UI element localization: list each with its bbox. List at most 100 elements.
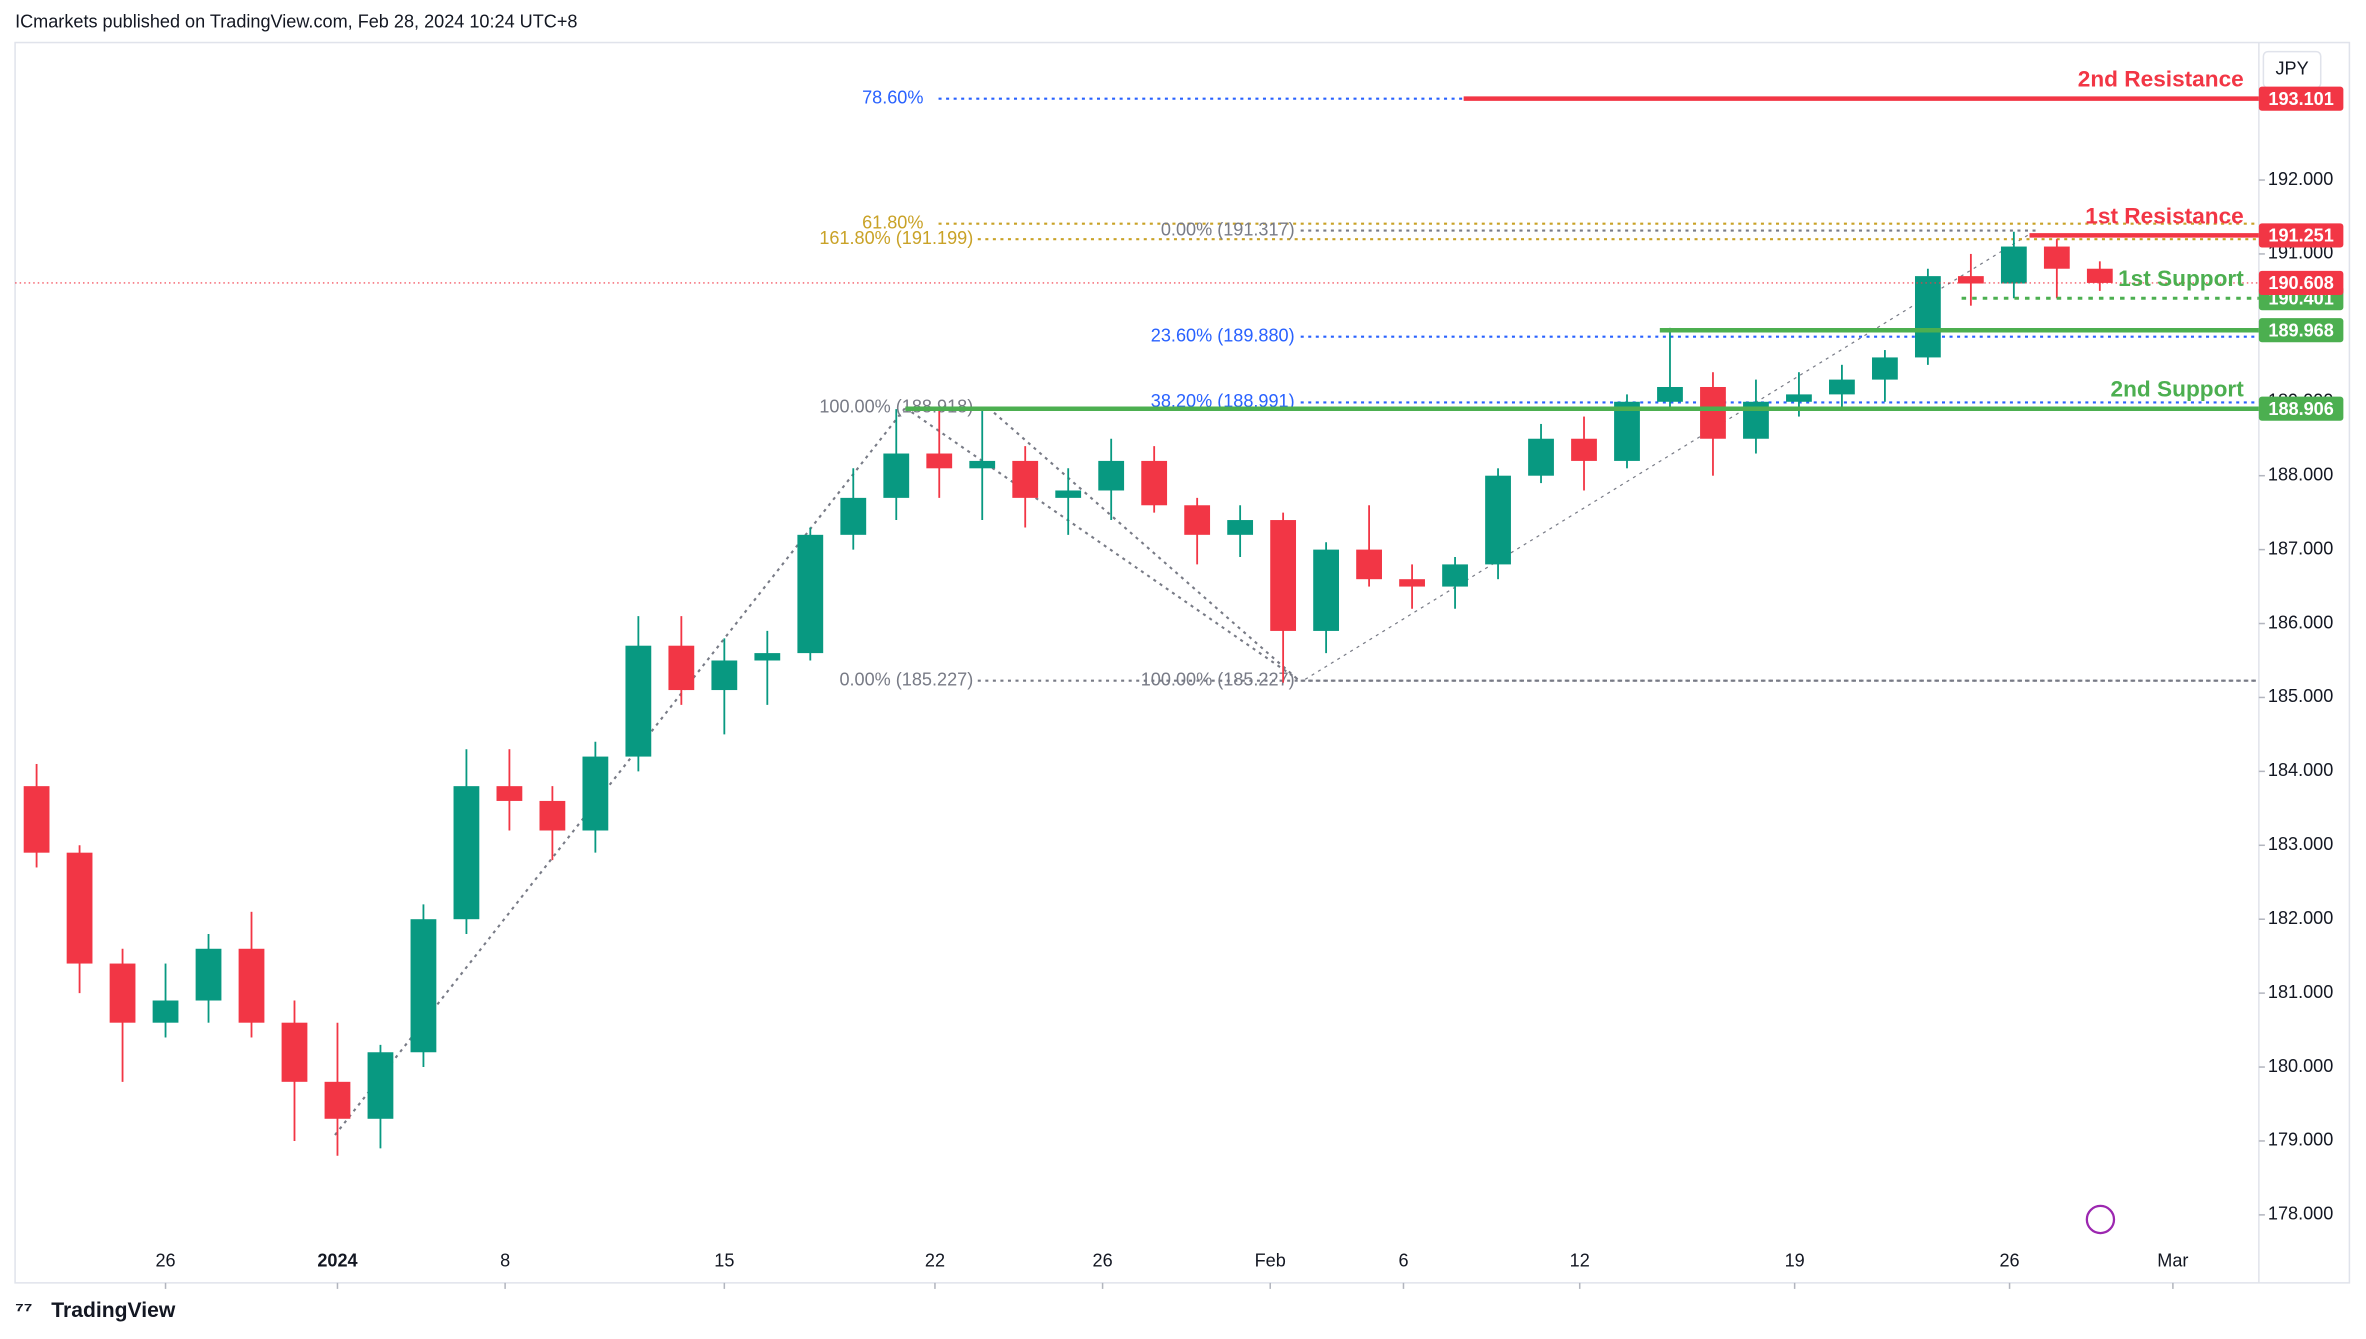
fib-label: 0.00% (191.317) [1161,219,1295,239]
candle-body [238,948,265,1023]
x-tick-label: 26 [1999,1251,2019,1271]
y-tick-label: 185.000 [2268,686,2333,706]
level-label: 1st Support [2118,266,2244,291]
candle-body [1829,379,1855,395]
fib-label: 100.00% (188.918) [819,397,973,417]
candle-body [1700,386,1726,439]
candle-body [2086,268,2113,283]
level-label: 2nd Resistance [2078,67,2244,92]
footer-logo: TradingView [51,1299,176,1322]
candle-body [281,1022,308,1082]
candle-body [797,534,824,654]
candle-body [1485,475,1511,565]
y-tick-label: 188.000 [2268,464,2333,484]
candle-body [1098,460,1125,491]
candle-body [1227,520,1254,535]
current-price-tag-bg [2258,270,2344,295]
candle-body [1528,438,1554,476]
level-price-tag: 191.251 [2268,226,2333,246]
y-tick-label: 192.000 [2268,169,2333,189]
candle-body [1141,460,1168,506]
candle-body [1872,357,1898,380]
level-price-tag: 189.968 [2268,321,2333,341]
candle-body [1055,490,1082,498]
candle-body [668,645,695,691]
y-tick-label: 182.000 [2268,908,2333,928]
candle-body [840,497,867,535]
x-tick-label: 12 [1570,1251,1590,1271]
level-price-tag: 188.906 [2268,399,2333,419]
y-tick-label: 180.000 [2268,1056,2333,1076]
level-label: 1st Resistance [2085,203,2243,228]
x-tick-label: 22 [925,1251,945,1271]
candle-body [195,948,222,1001]
level-price-tag-bg [2258,223,2344,248]
level-price-tag-bg [2258,396,2344,421]
x-tick-label: 6 [1398,1251,1408,1271]
candle-body [410,919,437,1053]
x-tick-label: Mar [2157,1251,2188,1271]
plot-frame [14,41,2351,1284]
y-tick-label: 191.000 [2268,243,2333,263]
fib-label: 38.20% (188.991) [1151,391,1295,411]
candle-body [1313,549,1340,631]
y-tick-label: 183.000 [2268,834,2333,854]
candle-body [23,786,50,853]
candle-body [2000,246,2027,284]
x-tick-label: 2024 [317,1251,357,1271]
level-price-tag-bg [2258,318,2344,343]
fib-label: 161.80% (191.199) [819,228,973,248]
x-tick-label: 8 [500,1251,510,1271]
candle-body [1786,394,1812,402]
candle-body [367,1052,394,1119]
x-tick-label: 19 [1785,1251,1805,1271]
y-tick-label: 187.000 [2268,538,2333,558]
candle-body [1012,460,1039,498]
current-price-tag: 190.608 [2268,273,2333,293]
candle-body [66,852,93,964]
candle-body [1657,386,1683,402]
y-tick-label: 184.000 [2268,760,2333,780]
fib-label: 0.00% (185.227) [839,669,973,689]
fib-label: 100.00% (185.227) [1141,669,1295,689]
footer-mark: ⁷⁷ [15,1299,32,1322]
level-price-tag-bg [2258,86,2344,111]
candle-body [1356,549,1382,580]
candle-body [625,645,652,757]
x-tick-label: 15 [714,1251,734,1271]
candle-body [453,786,480,920]
candle-body [582,756,609,831]
candle-body [1571,438,1597,461]
candle-body [1442,564,1468,587]
fib-label: 23.60% (189.880) [1151,326,1295,346]
candle-body [1270,520,1297,631]
alert-icon [2085,1204,2116,1235]
candle-body [711,660,738,691]
candle-body [883,453,910,498]
candle-body [1184,505,1211,535]
y-tick-label: 178.000 [2268,1204,2333,1224]
candle-body [109,963,136,1023]
candle-body [539,800,566,831]
fib-label: 61.80% [862,212,923,232]
y-tick-label: 186.000 [2268,612,2333,632]
x-tick-label: 26 [1093,1251,1113,1271]
candle-body [1614,401,1640,461]
currency: JPY [2275,58,2308,78]
candle-body [1914,276,1941,358]
candle-body [2043,246,2070,269]
y-tick-label: 181.000 [2268,982,2333,1002]
candle-body [754,653,781,661]
x-tick-label: Feb [1255,1251,1286,1271]
candle-body [926,453,953,469]
candle-body [1399,579,1425,587]
level-price-tag: 193.101 [2268,89,2333,109]
candle-body [324,1081,351,1119]
candle-body [152,1000,179,1023]
y-tick-label: 179.000 [2268,1130,2333,1150]
candle-body [1957,276,1984,284]
x-tick-label: 26 [155,1251,175,1271]
level-label: 2nd Support [2111,377,2245,402]
candle-body [969,460,996,469]
